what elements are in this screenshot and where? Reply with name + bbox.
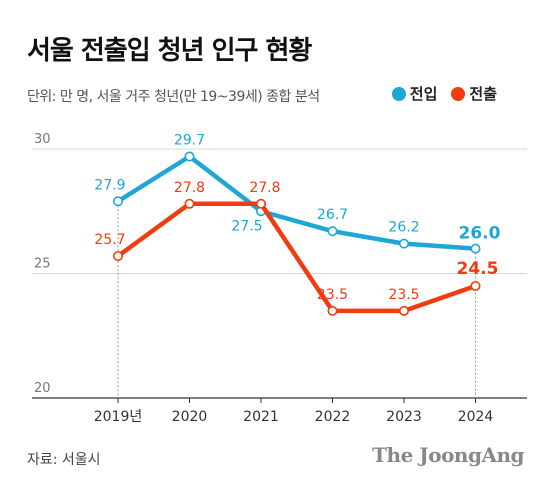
data-label: 23.5 [388, 287, 419, 303]
data-point [398, 238, 409, 249]
data-label: 23.5 [317, 287, 348, 303]
y-tick-label: 30 [34, 132, 51, 147]
y-tick-label: 20 [34, 381, 51, 396]
legend-item-outflow: 전출 [451, 83, 497, 104]
data-label: 26.0 [459, 224, 501, 244]
legend-swatch-outflow [451, 86, 466, 101]
legend-swatch-inflow [391, 86, 406, 101]
data-point [327, 305, 338, 316]
x-tick-label: 2023 [386, 409, 422, 425]
data-label: 26.2 [388, 220, 419, 236]
chart-title: 서울 전출입 청년 인구 현황 [27, 36, 312, 66]
x-tick-label: 2020 [172, 409, 208, 425]
legend-label-inflow: 전입 [409, 85, 438, 103]
series-line-0 [115, 154, 478, 251]
data-point [113, 196, 124, 207]
data-label: 27.8 [174, 180, 205, 196]
data-point [255, 198, 266, 209]
data-point [398, 305, 409, 316]
legend-label-outflow: 전출 [469, 85, 497, 103]
legend: 전입 전출 [391, 83, 497, 104]
data-point [184, 198, 195, 209]
data-point [470, 243, 481, 254]
brand-logo: The JoongAng [372, 443, 524, 467]
data-label: 27.9 [94, 177, 125, 193]
data-point [470, 280, 481, 291]
legend-item-inflow: 전입 [391, 83, 438, 104]
chart-subtitle: 단위: 만 명, 서울 거주 청년(만 19~39세) 종합 분석 [27, 89, 320, 105]
data-label: 25.7 [94, 232, 125, 248]
x-tick-label: 2022 [315, 409, 351, 425]
x-tick-label: 2019년 [94, 409, 143, 425]
source-note: 자료: 서울시 [27, 452, 101, 468]
data-label: 26.7 [317, 207, 348, 223]
data-label: 29.7 [174, 132, 205, 148]
data-point [113, 251, 124, 262]
series-line-1 [115, 201, 478, 314]
data-label: 27.5 [231, 218, 262, 234]
data-point [327, 226, 338, 237]
x-tick-label: 2021 [243, 409, 279, 425]
data-label: 27.8 [249, 180, 280, 196]
y-tick-label: 25 [34, 257, 51, 272]
x-tick-label: 2024 [458, 409, 494, 425]
data-label: 24.5 [457, 259, 499, 279]
data-point [184, 151, 195, 162]
